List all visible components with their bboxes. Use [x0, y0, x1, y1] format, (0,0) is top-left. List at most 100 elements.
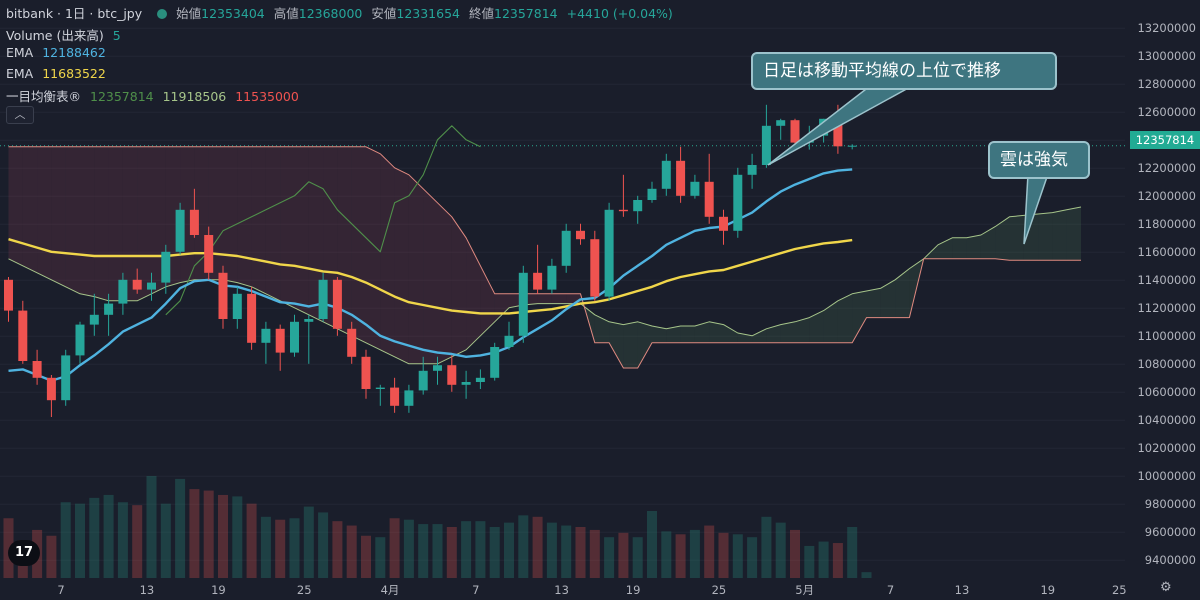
time-tick-label: 19	[1040, 583, 1055, 597]
cloud-segment	[394, 167, 409, 364]
candle-body	[290, 321, 299, 353]
candle-body	[418, 370, 428, 391]
volume-bar	[847, 527, 858, 578]
cloud-segment	[251, 146, 266, 294]
ichimoku-value-2: 11918506	[162, 89, 227, 104]
volume-bar	[432, 524, 443, 578]
cloud-segment	[551, 293, 567, 304]
candle-body	[490, 347, 500, 378]
cloud-segment	[866, 288, 881, 318]
collapse-legend-button[interactable]: ︿	[6, 106, 34, 124]
volume-bar	[289, 518, 300, 578]
candle-body	[547, 265, 557, 290]
price-axis[interactable]: 1320000013000000128000001260000012400000…	[1137, 21, 1196, 567]
candle-body	[247, 293, 257, 343]
candle-body	[390, 387, 400, 406]
volume-label: Volume (出来高)	[6, 28, 104, 43]
candle-body	[475, 377, 485, 382]
gear-icon[interactable]: ⚙	[1160, 580, 1172, 595]
candle-body	[218, 272, 228, 319]
cloud-segment	[65, 146, 80, 294]
volume-bar	[532, 516, 543, 578]
volume-bar	[160, 503, 171, 578]
candle-body	[433, 365, 442, 371]
cloud-segment	[466, 237, 481, 350]
time-tick-label: 7	[472, 583, 479, 597]
volume-bar	[604, 537, 615, 578]
cloud-segment	[680, 326, 695, 343]
price-tick-label: 9600000	[1145, 525, 1196, 539]
cloud-segment	[451, 216, 467, 357]
candle-body	[189, 209, 199, 235]
volume-bar	[146, 476, 157, 578]
cloud-segment	[1009, 215, 1024, 261]
cloud-segment	[237, 146, 252, 287]
price-tick-label: 12800000	[1137, 77, 1196, 91]
cloud-segment	[351, 146, 366, 343]
volume-bar	[75, 503, 85, 578]
low-label: 安値	[371, 6, 397, 21]
cloud-segment	[995, 216, 1010, 261]
ema1-value: 12188462	[42, 45, 106, 60]
candle-body	[132, 279, 142, 290]
candle-body	[504, 335, 514, 347]
cloud-segment	[22, 146, 38, 273]
candle-body	[576, 230, 585, 240]
candle-body	[847, 145, 857, 147]
cloud-segment	[223, 146, 238, 283]
cloud-segment	[852, 291, 867, 343]
volume-bar	[575, 527, 586, 578]
symbol-title[interactable]: bitbank · 1日 · btc_jpy	[6, 6, 143, 21]
price-tick-label: 11400000	[1137, 273, 1196, 287]
time-tick-label: 7	[887, 583, 894, 597]
tradingview-logo[interactable]: 17	[8, 540, 40, 566]
volume-bar	[589, 529, 600, 578]
candle-body	[776, 120, 786, 126]
legend-ichimoku[interactable]: 一目均衡表® 12357814 11918506 11535000	[6, 86, 304, 105]
candle-body	[375, 387, 385, 389]
candle-body	[733, 174, 743, 231]
volume-bar	[704, 525, 715, 578]
annotation-callout-cloud[interactable]: 雲は強気	[988, 141, 1090, 179]
price-tick-label: 11200000	[1137, 301, 1196, 315]
time-axis[interactable]: 7 13 19 25 4月 7 13 19 25 5月 7 13 19 25	[57, 583, 1126, 597]
candle-body	[761, 125, 771, 165]
candle-body	[232, 293, 242, 319]
legend-volume[interactable]: Volume (出来高) 5	[6, 25, 126, 44]
volume-bar	[732, 534, 743, 578]
volume-bar	[103, 494, 114, 578]
legend-ema-fast[interactable]: EMA 12188462	[6, 45, 111, 60]
price-tick-label: 12200000	[1137, 161, 1196, 175]
close-label: 終値	[468, 6, 494, 21]
volume-bar	[361, 535, 371, 578]
cloud-segment	[8, 146, 23, 266]
candle-body	[175, 209, 185, 252]
price-tick-label: 11800000	[1137, 217, 1196, 231]
volume-bars	[3, 476, 872, 578]
volume-bar	[661, 531, 672, 578]
cloud-segment	[752, 328, 767, 343]
volume-bar	[790, 529, 800, 578]
volume-bar	[632, 537, 643, 578]
time-tick-label: 25	[712, 583, 727, 597]
cloud-segment	[1038, 212, 1053, 261]
candle-body	[46, 377, 56, 401]
candle-body	[261, 328, 271, 343]
cloud-segment	[366, 146, 381, 350]
legend-ema-slow[interactable]: EMA 11683522	[6, 66, 111, 81]
cloud-segment	[809, 310, 824, 343]
callout-1-pointer	[767, 85, 913, 166]
volume-bar	[818, 541, 829, 578]
ichimoku-value-3: 11535000	[235, 89, 299, 104]
volume-bar	[117, 502, 128, 578]
volume-bar	[375, 537, 386, 578]
volume-bar	[618, 532, 629, 578]
cloud-segment	[480, 265, 495, 336]
cloud-segment	[666, 326, 681, 343]
eye-icon[interactable]	[157, 9, 168, 19]
annotation-callout-ma[interactable]: 日足は移動平均線の上位で推移	[751, 52, 1057, 90]
volume-bar	[318, 512, 329, 578]
ichimoku-label: 一目均衡表®	[6, 89, 82, 104]
volume-bar	[647, 510, 657, 578]
